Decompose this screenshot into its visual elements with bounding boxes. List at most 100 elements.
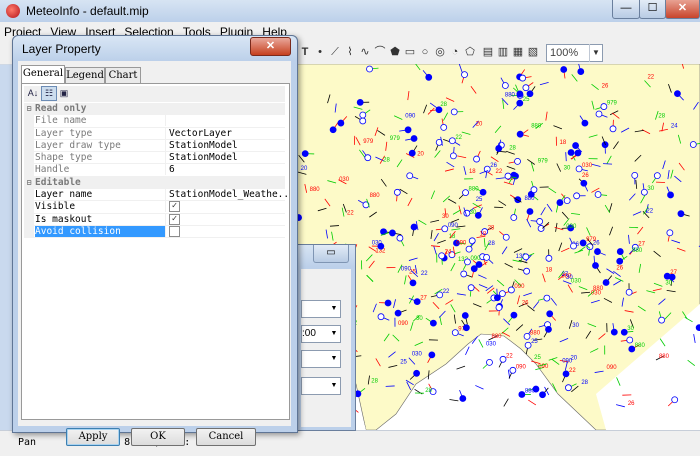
point-tool-icon[interactable]: • [313, 45, 327, 59]
dialog-close-button[interactable]: ✕ [250, 37, 291, 56]
station-marker [617, 258, 623, 264]
chevron-down-icon[interactable]: ▼ [589, 44, 602, 62]
station-value-label: 18 [469, 169, 476, 175]
sort-alphabetical-icon[interactable]: A↓ [26, 87, 40, 100]
property-pages-icon[interactable]: ▣ [57, 87, 71, 100]
property-name: Is maskout [35, 214, 165, 225]
station-value-label: 20 [301, 166, 308, 172]
property-row-shape-type[interactable]: Shape type StationModel [24, 152, 285, 164]
background-dialog-close-icon[interactable]: ▭ [313, 245, 349, 263]
property-row-file-name[interactable]: File name [24, 115, 285, 127]
pie-tool-icon[interactable]: ◔ [448, 45, 462, 59]
ok-button[interactable]: OK [131, 428, 185, 446]
collapse-icon[interactable]: ⊟ [24, 103, 34, 115]
property-row-layer-draw-type[interactable]: Layer draw type StationModel [24, 140, 285, 152]
station-marker [397, 235, 403, 241]
property-value: 6 [165, 164, 287, 175]
station-marker [505, 173, 511, 179]
category-read-only[interactable]: ⊟ Read only [24, 103, 285, 115]
station-marker [480, 189, 486, 195]
align-left-icon[interactable]: ▤ [481, 45, 495, 59]
station-marker [517, 131, 523, 137]
line-tool-icon[interactable]: ⟋ [328, 45, 342, 59]
wind-barb [479, 339, 483, 347]
background-combo-2[interactable]: :00▼ [301, 325, 341, 343]
station-value-label: 18 [545, 268, 552, 274]
property-row-layer-name[interactable]: Layer name StationModel_Weathe... [24, 189, 285, 201]
station-value-label: 28 [488, 241, 495, 247]
station-value-label: 22 [455, 135, 462, 141]
layout-tool-icon[interactable]: ▧ [526, 45, 540, 59]
station-marker [523, 85, 529, 91]
circle-tool-icon[interactable]: ○ [418, 45, 432, 59]
row-gutter [24, 189, 34, 201]
freehand-tool-icon[interactable]: ⌒ [373, 45, 387, 59]
station-marker [405, 127, 411, 133]
station-value-label: 979 [607, 101, 618, 107]
property-row-layer-type[interactable]: Layer type VectorLayer [24, 128, 285, 140]
categorized-view-icon[interactable]: ☷ [41, 86, 57, 101]
station-marker [395, 310, 401, 316]
background-combo-4[interactable]: ▼ [301, 377, 341, 395]
station-value-label: 880 [524, 196, 535, 202]
rectangle-tool-icon[interactable]: ▭ [403, 45, 417, 59]
station-value-label: 20 [417, 151, 424, 157]
avoid-collision-checkbox[interactable] [169, 226, 180, 237]
dialog-titlebar[interactable]: Layer Property ✕ [13, 36, 297, 60]
station-marker [544, 295, 550, 301]
station-marker [302, 151, 308, 157]
tab-legend[interactable]: Legend [65, 67, 105, 83]
apply-button[interactable]: Apply [66, 428, 120, 446]
station-marker [545, 326, 551, 332]
property-row-visible[interactable]: Visible ✓ [24, 201, 285, 213]
station-marker [461, 271, 467, 277]
station-marker [429, 352, 435, 358]
layer-name-value[interactable]: StationModel_Weathe... [165, 189, 287, 200]
background-combo-3[interactable]: ▼ [301, 350, 341, 368]
station-marker [496, 304, 502, 310]
station-marker [632, 172, 638, 178]
station-value-label: 090 [516, 364, 527, 370]
tab-chart[interactable]: Chart [105, 67, 141, 83]
cancel-button[interactable]: Cancel [196, 428, 256, 446]
station-value-label: 880 [469, 187, 480, 193]
station-value-label: 090 [398, 321, 409, 327]
background-combo-1[interactable]: ▼ [301, 300, 341, 318]
visible-checkbox[interactable]: ✓ [169, 201, 180, 212]
wind-barb [465, 347, 469, 355]
maximize-button[interactable]: ☐ [639, 0, 666, 19]
category-editable[interactable]: ⊟ Editable [24, 177, 285, 189]
station-marker [385, 300, 391, 306]
align-right-icon[interactable]: ▦ [511, 45, 525, 59]
close-window-button[interactable]: ✕ [665, 0, 700, 19]
is-maskout-checkbox[interactable]: ✓ [169, 214, 180, 225]
minimize-button[interactable]: — [612, 0, 640, 19]
window-title: MeteoInfo - default.mip [26, 4, 149, 18]
station-marker [463, 325, 469, 331]
property-row-is-maskout[interactable]: Is maskout ✓ [24, 214, 285, 226]
property-row-handle[interactable]: Handle 6 [24, 164, 285, 176]
background-dialog[interactable]: ▭ ▼ :00▼ ▼ ▼ [296, 244, 356, 431]
station-marker [610, 126, 616, 132]
row-gutter [24, 128, 34, 140]
station-marker [520, 75, 526, 81]
station-value-label: 30 [665, 280, 672, 286]
text-tool-icon[interactable]: T [298, 45, 312, 59]
shape-tool-icon[interactable]: ⬠ [463, 45, 477, 59]
polygon-tool-icon[interactable]: ⬟ [388, 45, 402, 59]
main-titlebar[interactable]: MeteoInfo - default.mip — ☐ ✕ [0, 0, 700, 22]
station-value-label: 979 [363, 139, 374, 145]
ellipse-tool-icon[interactable]: ◎ [433, 45, 447, 59]
station-marker [378, 243, 384, 249]
property-value: StationModel [165, 140, 287, 151]
polyline-tool-icon[interactable]: ⌇ [343, 45, 357, 59]
property-row-avoid-collision[interactable]: Avoid collision [24, 226, 285, 238]
align-center-icon[interactable]: ▥ [496, 45, 510, 59]
curve-tool-icon[interactable]: ∿ [358, 45, 372, 59]
tab-general[interactable]: General [21, 65, 65, 84]
collapse-icon[interactable]: ⊟ [24, 177, 34, 189]
background-dialog-titlebar[interactable]: ▭ [297, 245, 355, 267]
station-marker [389, 230, 395, 236]
